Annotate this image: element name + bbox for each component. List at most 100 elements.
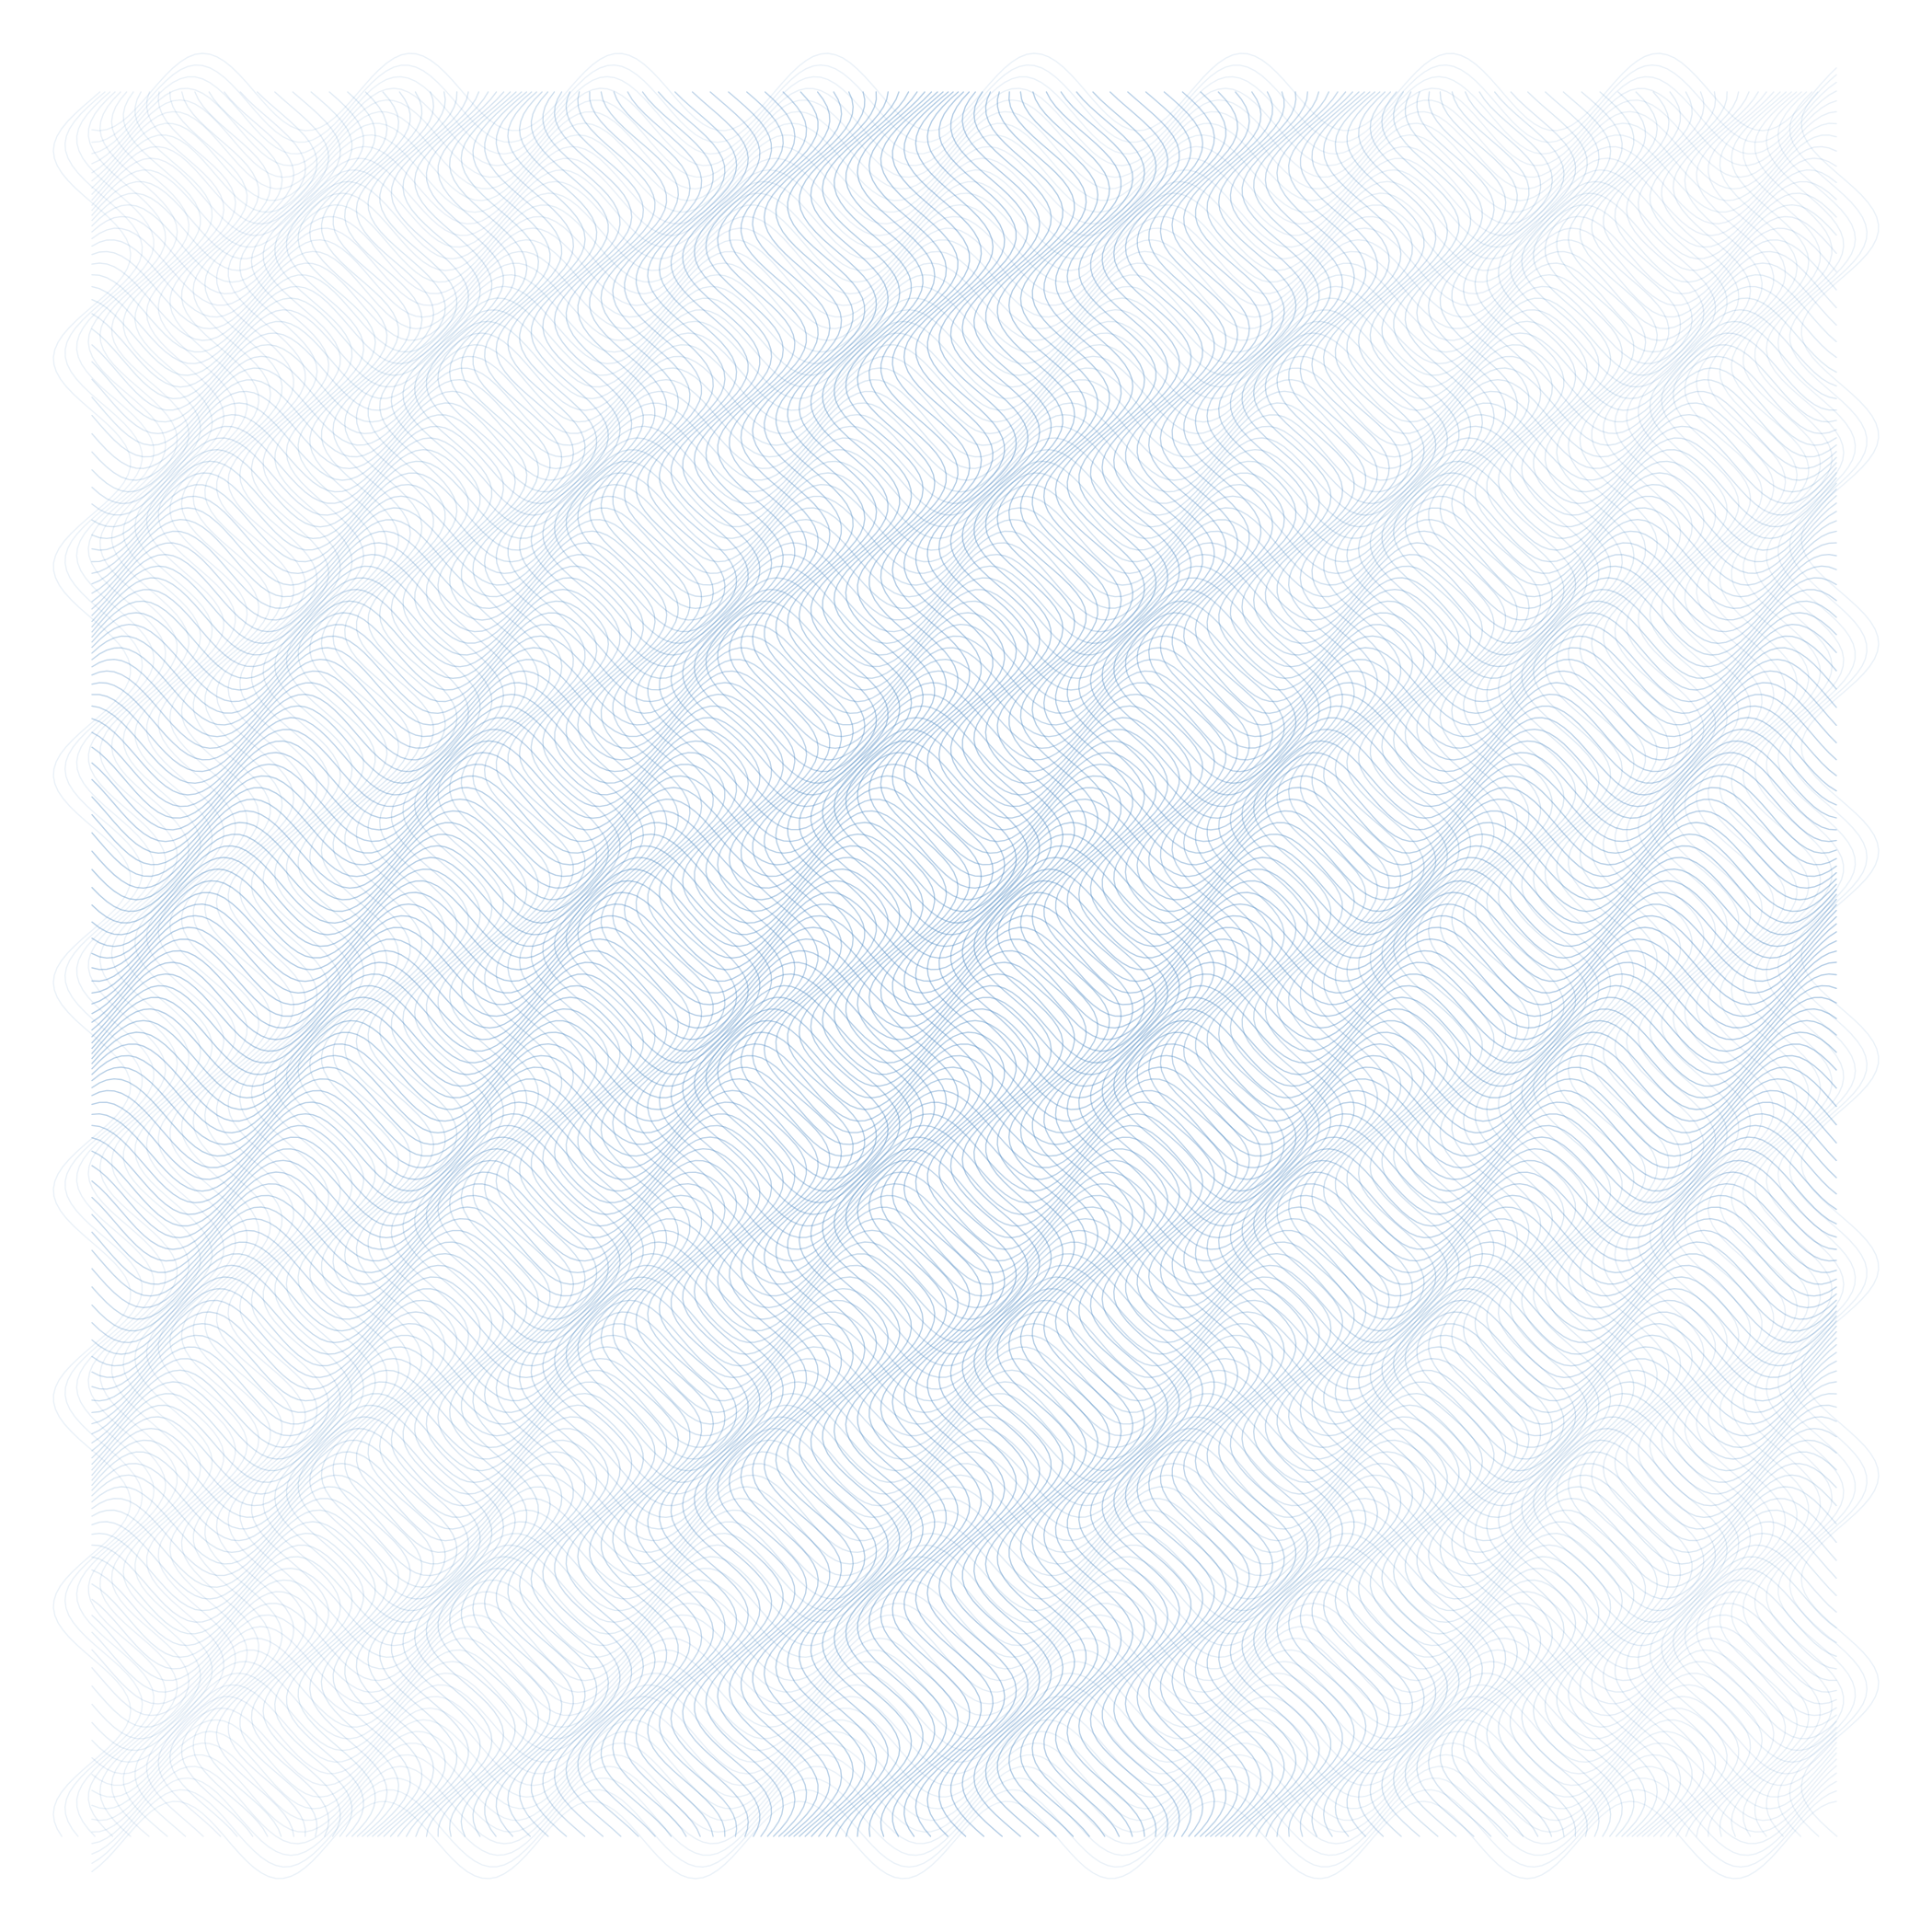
wave-line <box>91 192 1837 271</box>
wave-line <box>91 822 1837 901</box>
wave-line <box>180 91 260 1837</box>
wave-line <box>91 413 1837 493</box>
wave-line <box>91 250 1837 330</box>
wave-line <box>63 91 144 1837</box>
wave-line <box>91 1707 1837 1787</box>
wave-line <box>91 1346 1837 1425</box>
wave-line <box>98 91 178 1837</box>
wave-line <box>1614 91 1694 1837</box>
wave-line <box>1031 91 1110 1837</box>
wave-line <box>717 91 796 1837</box>
wave-line <box>91 1532 1837 1612</box>
wave-line <box>1672 91 1752 1837</box>
wave-line <box>542 91 621 1837</box>
wave-line <box>1007 91 1087 1837</box>
wave-line <box>460 91 540 1837</box>
wave-line <box>1462 91 1542 1837</box>
wave-line <box>1019 91 1099 1837</box>
wave-line <box>91 1427 1837 1507</box>
wave-line <box>437 91 516 1837</box>
wave-line <box>91 437 1837 516</box>
wave-line <box>91 926 1837 1006</box>
wave-line <box>91 1451 1837 1530</box>
wave-line <box>91 460 1837 540</box>
wave-line <box>91 1474 1837 1554</box>
wave-line <box>903 91 983 1837</box>
wave-line <box>91 670 1837 750</box>
wave-line <box>1159 91 1239 1837</box>
wave-line <box>600 91 680 1837</box>
wave-line <box>996 91 1075 1837</box>
wave-line <box>91 1731 1837 1810</box>
wave-line <box>880 91 960 1837</box>
wave-line <box>926 91 1006 1837</box>
wave-line <box>1742 91 1822 1837</box>
wave-line <box>91 448 1837 528</box>
wave-line <box>1684 91 1764 1837</box>
wave-line <box>91 472 1837 551</box>
wave-line <box>798 91 878 1837</box>
wave-line <box>91 1439 1837 1519</box>
wave-line <box>227 91 306 1837</box>
wave-line <box>91 1066 1837 1145</box>
wave-line <box>91 1602 1837 1682</box>
wave-line <box>91 1614 1837 1694</box>
wave-line <box>1287 91 1367 1837</box>
wave-line <box>1696 91 1775 1837</box>
wave-line <box>91 565 1837 645</box>
wave-line <box>133 91 213 1837</box>
wave-line <box>775 91 855 1837</box>
wave-line <box>670 91 750 1837</box>
wave-line <box>577 91 656 1837</box>
wave-line <box>343 91 423 1837</box>
wave-line <box>215 91 295 1837</box>
wave-line <box>91 1031 1837 1110</box>
wave-line <box>91 949 1837 1029</box>
wave-line <box>91 390 1837 470</box>
wave-line <box>1602 91 1682 1837</box>
wave-line <box>448 91 528 1837</box>
wave-line <box>91 577 1837 656</box>
wave-line <box>1486 91 1565 1837</box>
wave-line <box>91 1369 1837 1449</box>
wave-line <box>752 91 831 1837</box>
wave-line <box>378 91 458 1837</box>
wave-line <box>87 91 167 1837</box>
wave-line <box>1754 91 1834 1837</box>
wave-line <box>1392 91 1472 1837</box>
wave-line <box>91 1101 1837 1180</box>
wave-line <box>693 91 773 1837</box>
wave-line <box>91 1696 1837 1775</box>
wave-line <box>1101 91 1180 1837</box>
wave-line <box>91 1124 1837 1204</box>
wave-line <box>91 914 1837 995</box>
wave-line <box>763 91 843 1837</box>
wave-line <box>588 91 668 1837</box>
wave-line <box>553 91 633 1837</box>
wave-line <box>75 91 155 1837</box>
wave-line <box>91 798 1837 878</box>
wave-line <box>262 91 341 1837</box>
wave-line <box>91 1742 1837 1822</box>
wave-line <box>1346 91 1425 1837</box>
wave-line <box>705 91 785 1837</box>
wave-line <box>1276 91 1355 1837</box>
wave-line <box>91 518 1837 598</box>
wave-line <box>91 880 1837 960</box>
wave-line <box>91 402 1837 481</box>
wave-line <box>1521 91 1600 1837</box>
wave-line <box>91 1299 1837 1379</box>
wave-line <box>91 495 1837 575</box>
wave-line <box>91 1462 1837 1542</box>
wave-line <box>1089 91 1169 1837</box>
wave-line <box>402 91 481 1837</box>
wave-line <box>91 961 1837 1041</box>
wave-line <box>1532 91 1612 1837</box>
wave-line <box>1509 91 1589 1837</box>
wave-line <box>91 133 1837 213</box>
wave-line <box>91 635 1837 715</box>
wave-line <box>91 273 1837 353</box>
wave-line <box>1252 91 1332 1837</box>
wave-line <box>91 903 1837 983</box>
wave-line <box>658 91 738 1837</box>
